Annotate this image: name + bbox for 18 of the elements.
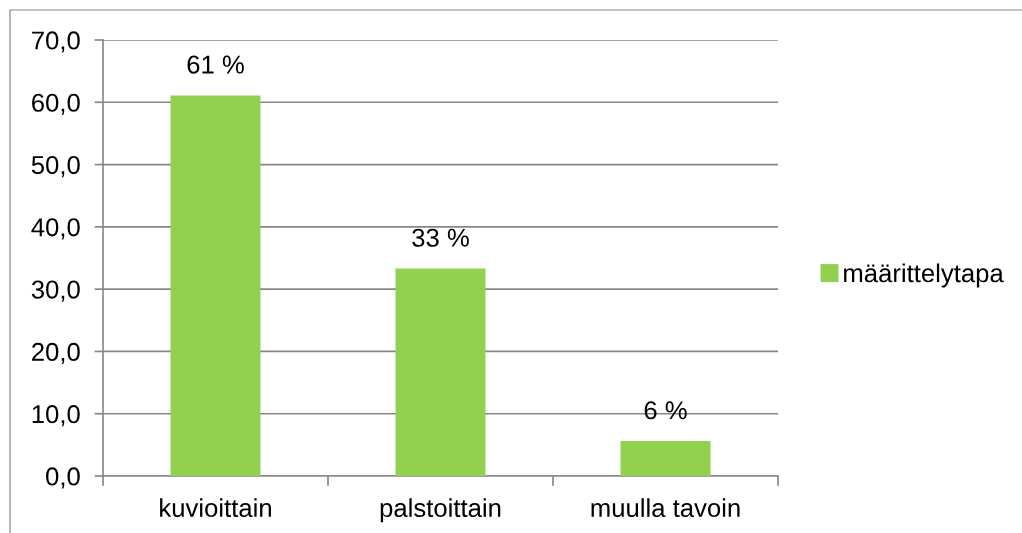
data-label: 33 % bbox=[412, 228, 469, 247]
y-tick-label: 30,0 bbox=[31, 280, 80, 302]
bar bbox=[395, 268, 486, 476]
y-tick-label: 10,0 bbox=[32, 405, 80, 427]
y-tick-label: 20,0 bbox=[32, 342, 80, 365]
x-tick-label: kuvioittain bbox=[160, 498, 271, 518]
y-tick-label: 40,0 bbox=[31, 218, 80, 240]
data-label: 6 % bbox=[644, 401, 687, 420]
bar bbox=[620, 441, 711, 476]
y-tick-label: 0,0 bbox=[46, 467, 80, 489]
y-tick-label: 60,0 bbox=[32, 93, 80, 115]
x-tick-label: palstoittain bbox=[380, 498, 501, 523]
data-label: 61 % bbox=[187, 55, 244, 74]
y-tick-label: 50,0 bbox=[31, 155, 80, 178]
y-tick-label: 70,0 bbox=[32, 31, 80, 53]
legend-label: määrittelytapa bbox=[844, 263, 1004, 288]
x-tick-label: muulla tavoin bbox=[591, 498, 740, 518]
bar bbox=[170, 95, 261, 476]
